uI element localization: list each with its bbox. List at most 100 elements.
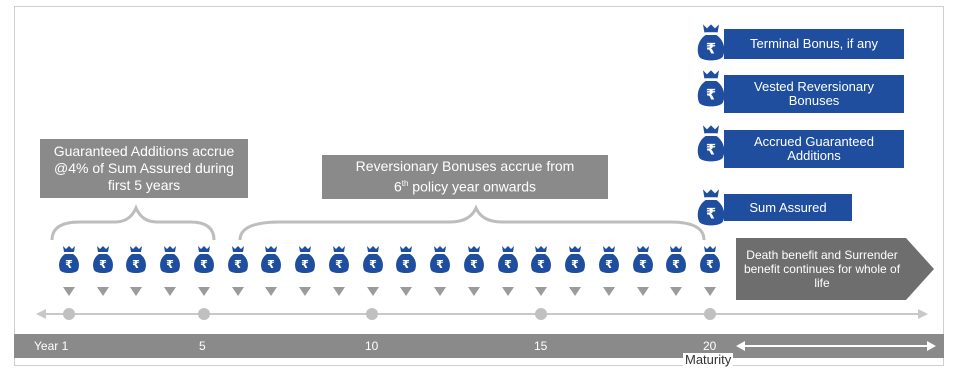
year-down-triangle <box>670 287 683 296</box>
money-bag-icon: ₹ <box>394 245 418 280</box>
money-bag-icon: ₹ <box>158 245 182 280</box>
svg-text:₹: ₹ <box>706 258 714 271</box>
timeline-dot-year-1 <box>63 308 75 320</box>
year-down-triangle <box>434 287 447 296</box>
maturity-benefit-label: Vested Reversionary Bonuses <box>754 79 874 108</box>
svg-text:₹: ₹ <box>504 258 512 271</box>
svg-text:₹: ₹ <box>706 142 716 159</box>
year-down-triangle <box>130 287 143 296</box>
year-down-triangle <box>299 287 312 296</box>
money-bag-icon: ₹ <box>664 245 688 280</box>
reversionary-bonuses-brace <box>238 204 706 241</box>
svg-text:₹: ₹ <box>639 258 647 271</box>
svg-text:₹: ₹ <box>672 258 680 271</box>
svg-text:₹: ₹ <box>436 258 444 271</box>
money-bag-icon: ₹ <box>259 245 283 280</box>
year-down-triangle <box>636 287 649 296</box>
svg-text:₹: ₹ <box>268 258 276 271</box>
svg-text:₹: ₹ <box>706 87 716 104</box>
money-bag-icon: ₹ <box>57 245 81 280</box>
year-down-triangle <box>569 287 582 296</box>
year-down-triangle <box>467 287 480 296</box>
maturity-benefit-box: Sum Assured <box>724 194 852 221</box>
maturity-benefit-box: Accrued Guaranteed Additions <box>724 130 904 168</box>
svg-text:₹: ₹ <box>470 258 478 271</box>
year-down-triangle <box>535 287 548 296</box>
svg-text:₹: ₹ <box>133 258 141 271</box>
money-bag-icon: ₹ <box>327 245 351 280</box>
money-bag-icon: ₹ <box>597 245 621 280</box>
timeline-dot-year-20 <box>704 308 716 320</box>
tick-label-15: 15 <box>534 339 548 353</box>
money-bag-icon: ₹ <box>361 245 385 280</box>
year-down-triangle <box>332 287 345 296</box>
year-down-triangle <box>96 287 109 296</box>
guaranteed-additions-callout: Guaranteed Additions accrue @4% of Sum A… <box>40 139 248 198</box>
svg-text:₹: ₹ <box>234 258 242 271</box>
svg-text:₹: ₹ <box>403 258 411 271</box>
year-down-triangle <box>501 287 514 296</box>
guaranteed-additions-brace <box>50 204 216 241</box>
year-down-triangle <box>704 287 716 296</box>
svg-text:₹: ₹ <box>605 258 613 271</box>
svg-text:₹: ₹ <box>369 258 377 271</box>
year-down-triangle <box>602 287 615 296</box>
svg-text:₹: ₹ <box>706 206 716 223</box>
continuation-arrow <box>736 238 934 300</box>
timeline-dot-year-5 <box>198 308 210 320</box>
money-bag-icon: ₹ <box>428 245 452 280</box>
year-down-triangle <box>231 287 244 296</box>
money-bag-icon: ₹ <box>529 245 553 280</box>
money-bag-icon: ₹ <box>563 245 587 280</box>
maturity-benefit-box: Terminal Bonus, if any <box>724 29 904 59</box>
money-bag-icon: ₹ <box>192 245 216 280</box>
maturity-benefit-label: Terminal Bonus, if any <box>750 36 878 51</box>
maturity-benefit-label: Sum Assured <box>749 199 827 215</box>
maturity-money-bag-icon: ₹ <box>695 188 727 233</box>
timeline-left-arrowhead <box>36 309 46 319</box>
svg-text:₹: ₹ <box>537 258 545 271</box>
year-down-triangle <box>400 287 413 296</box>
svg-text:₹: ₹ <box>200 258 208 271</box>
maturity-money-bag-icon: ₹ <box>695 23 727 68</box>
reversionary-bonuses-callout: Reversionary Bonuses accrue from 6th pol… <box>322 155 608 199</box>
reversionary-bonuses-line2: 6th policy year onwards <box>393 178 537 195</box>
maturity-money-bag-icon: ₹ <box>695 124 727 169</box>
svg-text:₹: ₹ <box>706 41 716 58</box>
money-bag-icon: ₹ <box>91 245 115 280</box>
timeline-dot-year-10 <box>366 308 378 320</box>
money-bag-icon: ₹ <box>462 245 486 280</box>
reversionary-bonuses-line1: Reversionary Bonuses accrue from <box>355 158 575 175</box>
money-bag-icon: ₹ <box>293 245 317 280</box>
guaranteed-additions-text: Guaranteed Additions accrue @4% of Sum A… <box>53 143 235 193</box>
maturity-money-bag-icon: ₹ <box>695 69 727 114</box>
continuation-arrow-text: Death benefit and Surrender benefit cont… <box>743 248 901 290</box>
tick-label-20: 20 <box>703 339 717 353</box>
money-bag-icon: ₹ <box>124 245 148 280</box>
timeline-dot-year-15 <box>535 308 547 320</box>
svg-text:₹: ₹ <box>65 258 73 271</box>
continuation-arrow-label-box: Death benefit and Surrender benefit cont… <box>736 238 934 300</box>
maturity-benefit-label: Accrued Guaranteed Additions <box>754 134 874 163</box>
svg-text:₹: ₹ <box>301 258 309 271</box>
svg-text:₹: ₹ <box>571 258 579 271</box>
year-down-triangle <box>265 287 278 296</box>
maturity-label: Maturity <box>683 352 734 367</box>
money-bag-icon: ₹ <box>226 245 250 280</box>
tick-label-10: 10 <box>365 339 379 353</box>
tick-label-5: 5 <box>199 339 206 353</box>
diagram-frame <box>14 6 944 366</box>
year-down-triangle <box>366 287 379 296</box>
maturity-benefit-box: Vested Reversionary Bonuses <box>724 75 904 113</box>
money-bag-icon: ₹ <box>631 245 655 280</box>
year-down-triangle <box>197 287 210 296</box>
year-down-triangle <box>164 287 177 296</box>
whole-of-life-double-arrow <box>736 341 936 351</box>
money-bag-icon: ₹ <box>698 245 722 280</box>
svg-text:₹: ₹ <box>99 258 107 271</box>
money-bag-icon: ₹ <box>496 245 520 280</box>
tick-label-year-1: Year 1 <box>34 339 69 353</box>
year-down-triangle <box>63 287 75 296</box>
